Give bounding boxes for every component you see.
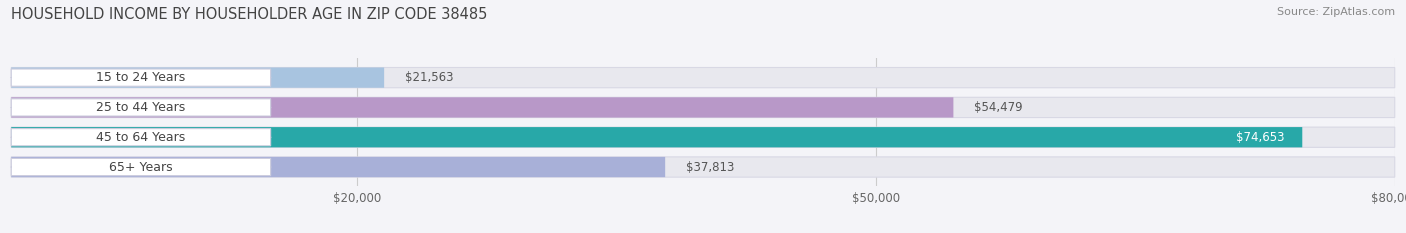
Text: Source: ZipAtlas.com: Source: ZipAtlas.com — [1277, 7, 1395, 17]
FancyBboxPatch shape — [11, 127, 1302, 147]
FancyBboxPatch shape — [11, 97, 953, 118]
Text: HOUSEHOLD INCOME BY HOUSEHOLDER AGE IN ZIP CODE 38485: HOUSEHOLD INCOME BY HOUSEHOLDER AGE IN Z… — [11, 7, 488, 22]
Text: $54,479: $54,479 — [974, 101, 1022, 114]
FancyBboxPatch shape — [11, 97, 1395, 118]
Text: 15 to 24 Years: 15 to 24 Years — [97, 71, 186, 84]
FancyBboxPatch shape — [11, 129, 270, 146]
FancyBboxPatch shape — [11, 157, 665, 177]
Text: 45 to 64 Years: 45 to 64 Years — [97, 131, 186, 144]
Text: 65+ Years: 65+ Years — [110, 161, 173, 174]
FancyBboxPatch shape — [11, 99, 270, 116]
FancyBboxPatch shape — [11, 68, 1395, 88]
Text: $74,653: $74,653 — [1236, 131, 1285, 144]
FancyBboxPatch shape — [11, 69, 270, 86]
FancyBboxPatch shape — [11, 127, 1395, 147]
FancyBboxPatch shape — [11, 157, 1395, 177]
FancyBboxPatch shape — [11, 158, 270, 176]
FancyBboxPatch shape — [11, 68, 384, 88]
Text: $21,563: $21,563 — [405, 71, 453, 84]
Text: 25 to 44 Years: 25 to 44 Years — [97, 101, 186, 114]
Text: $37,813: $37,813 — [686, 161, 734, 174]
